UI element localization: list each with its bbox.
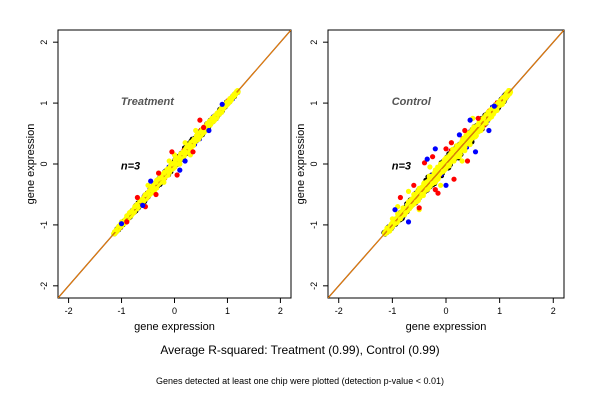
control-panel: -2 -1 0 1 2 -2 -1 0 1 2 gene expression gene expres… [295,29,565,333]
treatment-yellow-point [150,184,156,190]
treatment-yellow-point [193,127,199,134]
treatment-blue-point [206,127,212,134]
treatment-red-point [201,124,207,131]
treatment-panel: -2 -1 0 1 2 -2 -1 0 1 2 gene expression gene expres… [25,29,292,333]
treatment-yellow-point [113,227,119,233]
treatment-yellow-point [166,158,172,164]
treatment-yellow-point [177,161,183,167]
treatment-yellow-point [182,140,188,146]
treatment-red-point [174,172,180,178]
treatment-blue-point [140,202,146,208]
treatment-yellow-point [195,134,201,140]
control-y-tick-label: -1 [309,221,319,229]
treatment-y-tick-label: 0 [39,161,49,166]
treatment-x-tick-label: 1 [225,306,230,316]
treatment-yellow-point [187,143,193,149]
control-y-tick-label: 2 [309,40,319,45]
treatment-yellow-point [206,121,212,127]
control-x-tick-label: -2 [335,306,343,316]
treatment-red-point [156,170,162,176]
control-x-axis-label: gene expression [406,321,487,333]
treatment-yellow-point [158,174,164,180]
treatment-y-tick-label: 1 [39,101,49,106]
treatment-yellow-point [129,208,135,215]
treatment-red-point [134,194,140,201]
treatment-yellow-point [166,166,172,172]
treatment-yellow-point [161,179,167,185]
treatment-yellow-point [145,182,151,188]
treatment-red-point [190,149,196,155]
treatment-x-tick-label: 0 [172,306,177,316]
treatment-x-tick-label: -2 [65,306,73,316]
control-y-tick-label: 1 [309,101,319,106]
treatment-y-tick-label: 2 [39,40,49,45]
treatment-group-label: Treatment [121,96,175,108]
control-x-tick-label: -1 [388,306,396,316]
treatment-yellow-point [145,190,151,196]
control-x-tick-label: 1 [497,306,502,316]
treatment-yellow-point [182,149,188,155]
treatment-y-tick-label: -2 [39,282,49,290]
treatment-yellow-point [134,202,140,208]
treatment-yellow-point [232,92,238,98]
treatment-yellow-point [171,160,178,166]
control-y-axis-label: gene expression [295,124,307,205]
control-x-tick-label: 0 [443,306,448,316]
treatment-x-tick-label: -1 [118,306,126,316]
treatment-yellow-point [177,155,183,161]
treatment-y-tick-label: -1 [39,221,49,229]
treatment-x-axis-label: gene expression [134,321,215,333]
treatment-yellow-point [227,98,233,104]
treatment-x-tick-label: 2 [278,306,283,316]
treatment-red-point [197,117,203,123]
treatment-blue-point [219,101,225,107]
treatment-yellow-point [140,196,146,202]
treatment-y-axis-label: gene expression [25,124,37,205]
treatment-sample-count-label: n=3 [121,160,140,172]
treatment-red-point [124,219,130,225]
control-x-tick-label: 2 [551,306,556,316]
treatment-blue-point [177,167,183,173]
treatment-red-point [169,149,175,155]
treatment-red-point [153,191,159,198]
treatment-blue-point [182,158,188,164]
control-y-tick-label: 0 [309,161,319,166]
treatment-yellow-point [216,109,223,115]
treatment-blue-point [148,178,154,184]
treatment-blue-point [118,221,125,227]
treatment-yellow-point [211,115,217,121]
control-y-tick-label: -2 [309,282,319,290]
